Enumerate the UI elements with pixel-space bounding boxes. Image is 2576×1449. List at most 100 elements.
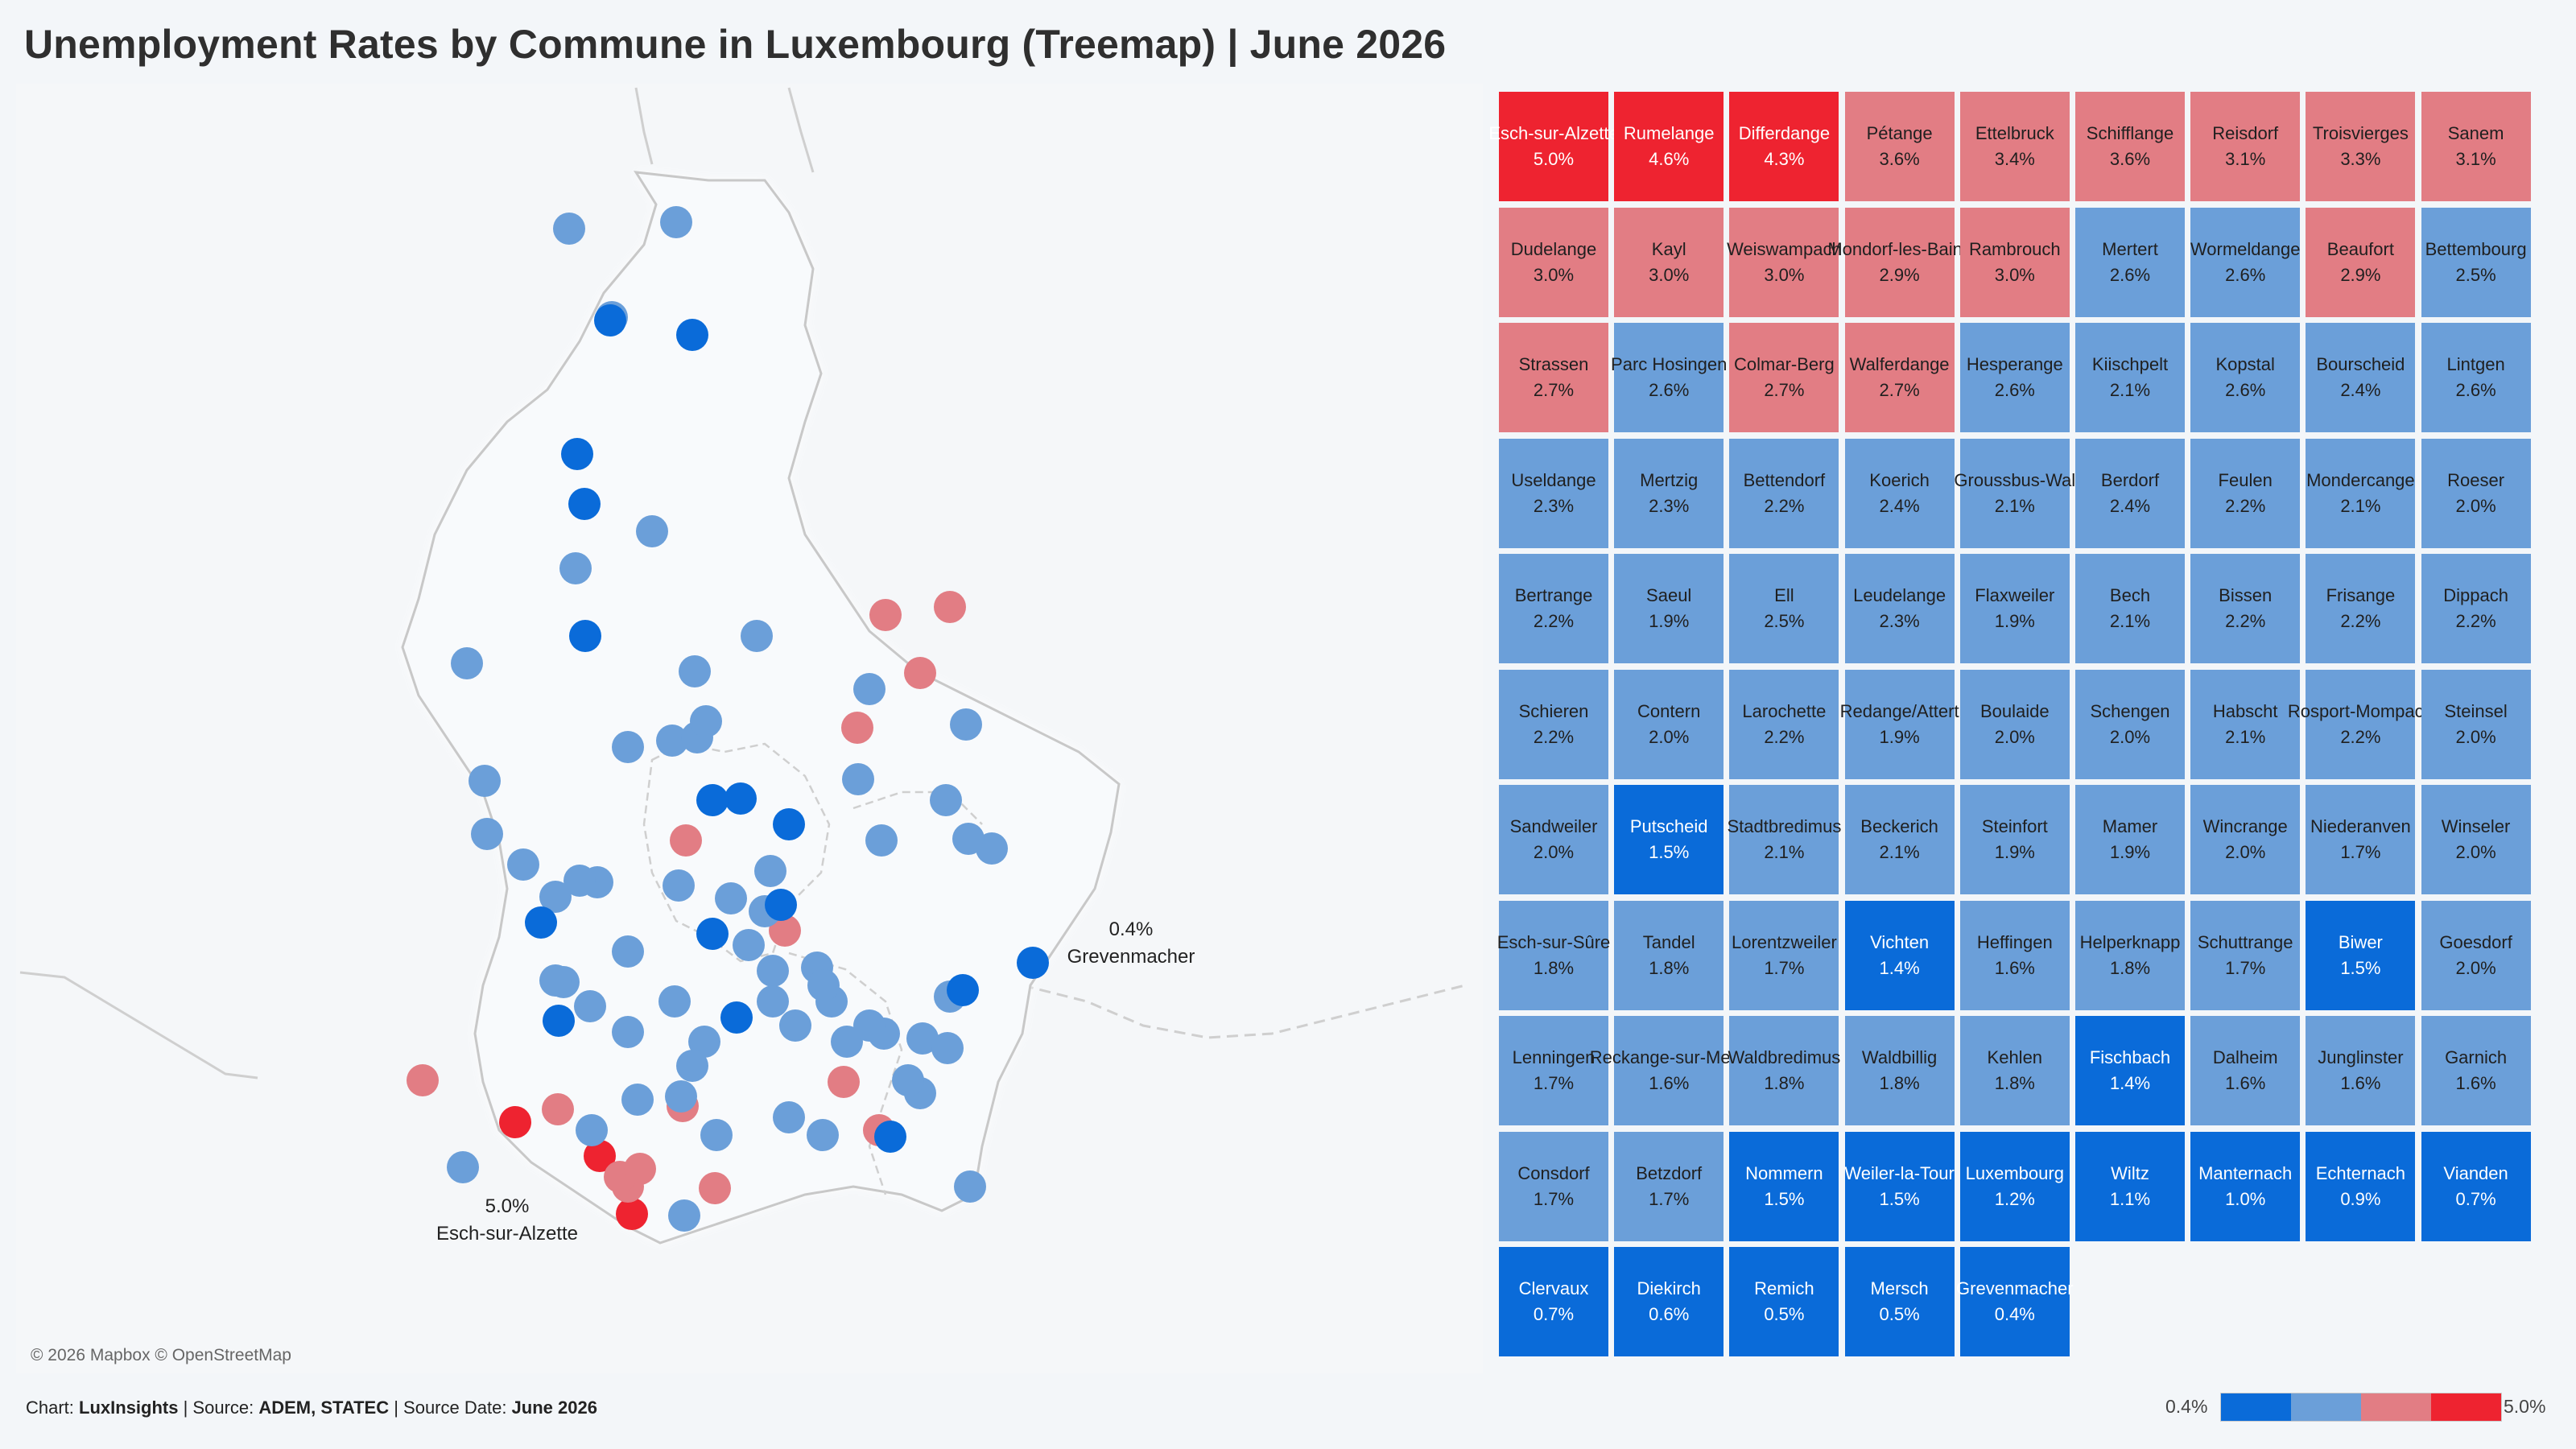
treemap-cell[interactable]: Mertert 2.6% — [2075, 207, 2185, 317]
commune-dot[interactable] — [569, 620, 601, 652]
treemap-cell[interactable]: Feulen 2.2% — [2190, 438, 2301, 548]
treemap-cell[interactable]: Remich 0.5% — [1729, 1247, 1839, 1356]
treemap-cell[interactable]: Kayl 3.0% — [1614, 207, 1724, 317]
treemap-cell[interactable]: Winseler 2.0% — [2421, 785, 2531, 894]
commune-dot[interactable] — [869, 599, 902, 631]
treemap-cell[interactable]: Ell 2.5% — [1729, 554, 1839, 663]
treemap-cell[interactable]: Heffingen 1.6% — [1959, 900, 2070, 1010]
treemap-cell[interactable]: Diekirch 0.6% — [1614, 1247, 1724, 1356]
treemap-cell[interactable]: Larochette 2.2% — [1729, 669, 1839, 779]
commune-dot[interactable] — [660, 206, 692, 238]
commune-dot[interactable] — [934, 591, 966, 623]
treemap-cell[interactable]: Parc Hosingen 2.6% — [1611, 323, 1727, 432]
treemap-cell[interactable]: Kopstal 2.6% — [2190, 323, 2301, 432]
treemap-cell[interactable]: Useldange 2.3% — [1499, 438, 1608, 548]
commune-dot[interactable] — [559, 552, 592, 584]
treemap-cell[interactable]: Tandel 1.8% — [1614, 900, 1724, 1010]
commune-dot[interactable] — [779, 1009, 811, 1042]
commune-dot[interactable] — [688, 1026, 720, 1058]
commune-dot[interactable] — [954, 1170, 986, 1203]
treemap-cell[interactable]: Betzdorf 1.7% — [1614, 1131, 1724, 1241]
commune-dot[interactable] — [699, 1172, 731, 1204]
treemap-cell[interactable]: Grevenmacher 0.4% — [1956, 1247, 2074, 1356]
treemap-cell[interactable]: Manternach 1.0% — [2190, 1131, 2301, 1241]
commune-dot[interactable] — [773, 1101, 805, 1133]
commune-dot[interactable] — [828, 1066, 860, 1098]
commune-dot[interactable] — [831, 1026, 863, 1058]
treemap-cell[interactable]: Goesdorf 2.0% — [2421, 900, 2531, 1010]
treemap-cell[interactable]: Reisdorf 3.1% — [2190, 92, 2301, 201]
treemap-cell[interactable]: Strassen 2.7% — [1499, 323, 1608, 432]
treemap-cell[interactable]: Leudelange 2.3% — [1844, 554, 1955, 663]
commune-dot[interactable] — [576, 1114, 608, 1146]
commune-dot[interactable] — [757, 985, 789, 1018]
commune-dot[interactable] — [670, 824, 702, 857]
commune-dot[interactable] — [715, 882, 747, 914]
commune-dot[interactable] — [676, 319, 708, 351]
treemap-cell[interactable]: Boulaide 2.0% — [1959, 669, 2070, 779]
treemap-cell[interactable]: Helperknapp 1.8% — [2075, 900, 2185, 1010]
commune-dot[interactable] — [539, 964, 572, 997]
treemap-cell[interactable]: Berdorf 2.4% — [2075, 438, 2185, 548]
commune-dot[interactable] — [553, 213, 585, 245]
treemap-cell[interactable]: Niederanven 1.7% — [2306, 785, 2416, 894]
treemap-cell[interactable]: Groussbus-Wal 2.1% — [1954, 438, 2075, 548]
map-attribution[interactable]: © 2026 Mapbox © OpenStreetMap — [31, 1346, 291, 1364]
treemap-cell[interactable]: Esch-sur-Sûre 1.8% — [1497, 900, 1610, 1010]
commune-dot[interactable] — [853, 1009, 886, 1042]
map-canvas[interactable]: 5.0% Esch-sur-Alzette 0.4% Grevenmacher — [16, 84, 1483, 1373]
treemap-cell[interactable]: Bourscheid 2.4% — [2306, 323, 2416, 432]
treemap-cell[interactable]: Colmar-Berg 2.7% — [1729, 323, 1839, 432]
commune-dot[interactable] — [584, 1140, 616, 1172]
commune-dot[interactable] — [930, 784, 962, 816]
treemap-cell[interactable]: Consdorf 1.7% — [1499, 1131, 1608, 1241]
treemap-cell[interactable]: Koerich 2.4% — [1844, 438, 1955, 548]
commune-dot[interactable] — [656, 724, 688, 757]
treemap-cell[interactable]: Waldbredimus 1.8% — [1728, 1016, 1840, 1125]
commune-dot[interactable] — [773, 808, 805, 840]
treemap-cell[interactable]: Sanem 3.1% — [2421, 92, 2531, 201]
commune-dot[interactable] — [769, 914, 801, 947]
commune-dot[interactable] — [741, 620, 773, 652]
treemap-cell[interactable]: Wincrange 2.0% — [2190, 785, 2301, 894]
treemap[interactable]: Esch-sur-Alzette 5.0% Rumelange 4.6% Differd… — [1488, 92, 2537, 1364]
treemap-cell[interactable]: Mersch 0.5% — [1844, 1247, 1955, 1356]
treemap-cell[interactable]: Dippach 2.2% — [2421, 554, 2531, 663]
commune-dot[interactable] — [447, 1151, 479, 1183]
treemap-cell[interactable]: Esch-sur-Alzette 5.0% — [1488, 92, 1619, 201]
treemap-cell[interactable]: Weiler-la-Tour 1.5% — [1844, 1131, 1955, 1241]
treemap-cell[interactable]: Pétange 3.6% — [1844, 92, 1955, 201]
treemap-cell[interactable]: Lenningen 1.7% — [1499, 1016, 1608, 1125]
treemap-cell[interactable]: Roeser 2.0% — [2421, 438, 2531, 548]
commune-dot[interactable] — [612, 731, 644, 763]
commune-dot[interactable] — [451, 647, 483, 679]
commune-dot[interactable] — [807, 1119, 839, 1151]
commune-dot[interactable] — [543, 1005, 575, 1037]
treemap-cell[interactable]: Biwer 1.5% — [2306, 900, 2416, 1010]
commune-dot[interactable] — [841, 712, 873, 744]
commune-dot[interactable] — [568, 488, 601, 520]
treemap-cell[interactable]: Wormeldange 2.6% — [2190, 207, 2300, 317]
commune-dot[interactable] — [865, 824, 898, 857]
commune-dot[interactable] — [853, 673, 886, 705]
commune-dot[interactable] — [720, 1001, 753, 1034]
commune-dot[interactable] — [754, 855, 786, 887]
treemap-cell[interactable]: Differdange 4.3% — [1729, 92, 1839, 201]
treemap-cell[interactable]: Steinsel 2.0% — [2421, 669, 2531, 779]
treemap-cell[interactable]: Bissen 2.2% — [2190, 554, 2301, 663]
treemap-cell[interactable]: Bech 2.1% — [2075, 554, 2185, 663]
commune-dot[interactable] — [561, 438, 593, 470]
commune-dot[interactable] — [952, 823, 985, 855]
commune-dot[interactable] — [665, 1080, 697, 1113]
treemap-cell[interactable]: Saeul 1.9% — [1614, 554, 1724, 663]
treemap-cell[interactable]: Schuttrange 1.7% — [2190, 900, 2301, 1010]
commune-dot[interactable] — [616, 1198, 648, 1230]
commune-dot[interactable] — [574, 990, 606, 1022]
commune-dot[interactable] — [931, 1032, 964, 1064]
commune-dot[interactable] — [757, 955, 789, 987]
commune-dot[interactable] — [636, 515, 668, 547]
commune-dot[interactable] — [765, 889, 797, 921]
commune-dots[interactable] — [407, 206, 1049, 1232]
treemap-cell[interactable]: Mamer 1.9% — [2075, 785, 2185, 894]
treemap-cell[interactable]: Beckerich 2.1% — [1844, 785, 1955, 894]
